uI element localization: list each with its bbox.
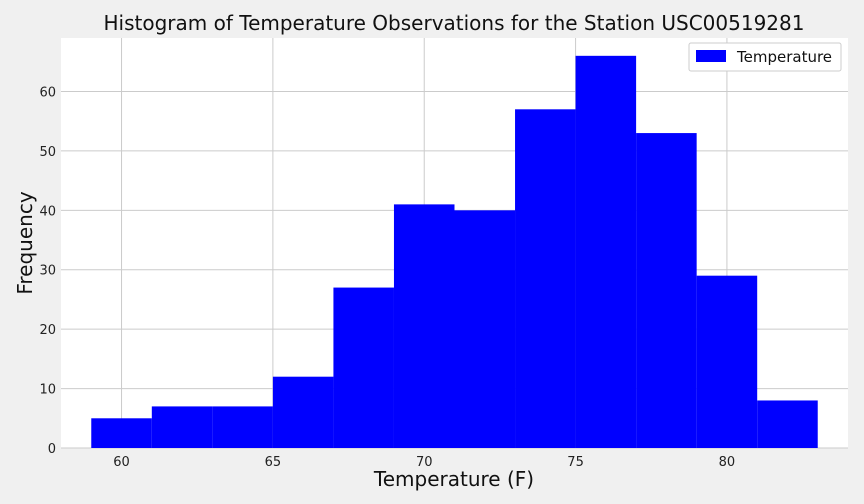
y-tick-label: 0: [48, 442, 56, 457]
chart-title: Histogram of Temperature Observations fo…: [104, 11, 805, 35]
x-tick-label: 70: [416, 455, 433, 470]
legend-box: [688, 42, 842, 72]
y-tick-label: 10: [39, 383, 56, 398]
y-tick-label: 30: [39, 264, 56, 279]
histogram-bar: [515, 109, 576, 448]
legend: Temperature: [688, 42, 842, 72]
histogram-bar: [333, 287, 394, 448]
x-tick-labels: 60 65 70 75 80: [113, 455, 735, 470]
y-tick-label: 50: [39, 145, 56, 160]
histogram-bar: [636, 133, 697, 449]
x-tick-label: 75: [567, 455, 584, 470]
histogram-bar: [454, 210, 516, 448]
histogram-bar: [696, 275, 758, 448]
histogram-bar: [151, 406, 213, 448]
y-tick-label: 60: [39, 85, 56, 100]
histogram-bar: [757, 400, 818, 448]
y-tick-label: 20: [39, 323, 56, 338]
y-tick-labels: 0 10 20 30 40 50 60: [39, 85, 56, 457]
x-tick-label: 80: [719, 455, 736, 470]
histogram-bar: [91, 418, 152, 448]
histogram-bar: [575, 55, 637, 449]
y-tick-label: 40: [39, 204, 56, 219]
histogram-bar: [212, 406, 273, 448]
legend-swatch: [696, 50, 726, 62]
histogram-bar: [393, 204, 455, 448]
legend-label: Temperature: [736, 48, 832, 66]
y-axis-title: Frequency: [13, 191, 37, 294]
x-tick-label: 60: [113, 455, 130, 470]
histogram-bar: [272, 376, 334, 448]
x-tick-label: 65: [265, 455, 282, 470]
x-axis-title: Temperature (F): [373, 467, 534, 491]
histogram-bars: [91, 55, 818, 449]
